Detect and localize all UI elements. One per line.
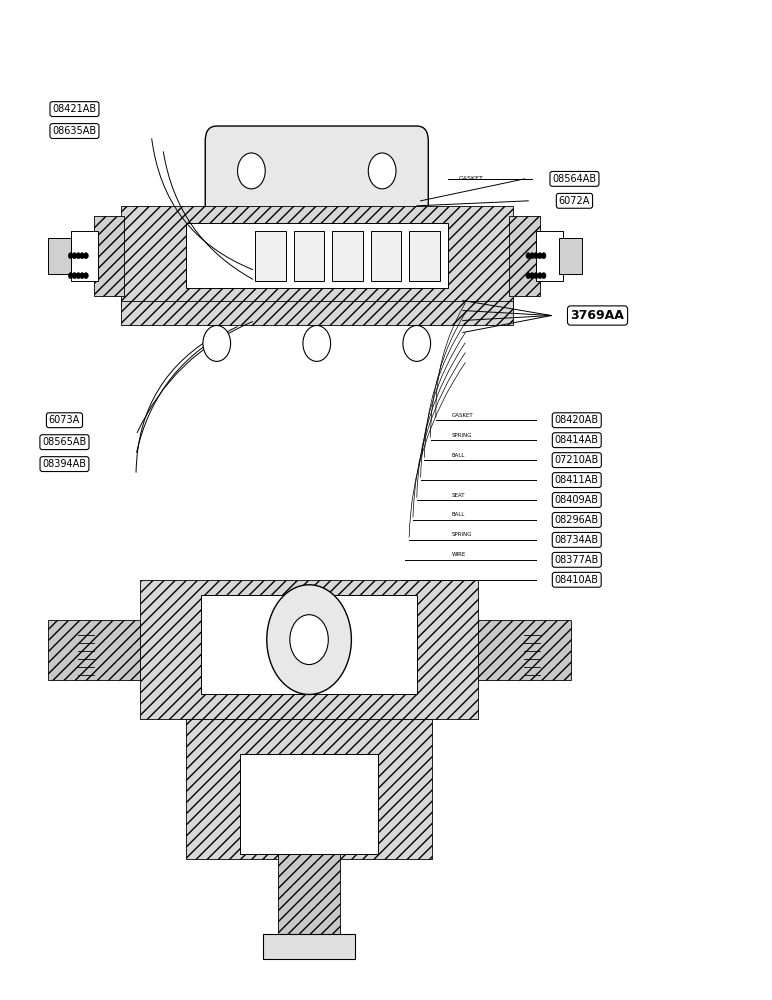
Text: SPRING: SPRING <box>452 532 472 537</box>
Text: 07210AB: 07210AB <box>554 455 599 465</box>
Point <box>73 653 83 665</box>
Point <box>89 669 98 681</box>
Text: BALL: BALL <box>452 453 465 458</box>
Bar <box>332 231 363 281</box>
Point <box>89 629 98 641</box>
Point <box>520 637 529 649</box>
Point <box>535 661 544 673</box>
Point <box>73 637 83 649</box>
Point <box>535 645 544 657</box>
Circle shape <box>541 253 546 259</box>
Circle shape <box>537 253 542 259</box>
Point <box>89 653 98 665</box>
Text: GASKET: GASKET <box>459 176 484 181</box>
Circle shape <box>526 253 530 259</box>
Bar <box>140 580 479 719</box>
Point <box>73 645 83 657</box>
Circle shape <box>68 273 73 279</box>
Point <box>535 653 544 665</box>
Circle shape <box>76 253 80 259</box>
Point <box>89 661 98 673</box>
Text: 08377AB: 08377AB <box>554 555 599 565</box>
Bar <box>536 231 563 281</box>
Text: 08564AB: 08564AB <box>553 174 597 184</box>
Text: 08394AB: 08394AB <box>42 459 86 469</box>
Circle shape <box>530 273 534 279</box>
Circle shape <box>80 253 84 259</box>
Bar <box>263 934 355 959</box>
Text: BALL: BALL <box>452 512 465 517</box>
Bar <box>371 231 401 281</box>
Circle shape <box>537 273 542 279</box>
Circle shape <box>267 585 351 694</box>
Point <box>520 653 529 665</box>
Text: 3769AA: 3769AA <box>571 309 625 322</box>
Circle shape <box>530 253 534 259</box>
Circle shape <box>290 615 328 665</box>
Point <box>535 669 544 681</box>
Circle shape <box>72 273 76 279</box>
Bar <box>70 231 97 281</box>
Bar <box>559 238 582 274</box>
Point <box>535 637 544 649</box>
Point <box>520 669 529 681</box>
Text: 08565AB: 08565AB <box>42 437 86 447</box>
Circle shape <box>76 273 80 279</box>
Circle shape <box>541 273 546 279</box>
Text: 08414AB: 08414AB <box>555 435 599 445</box>
Point <box>520 661 529 673</box>
Point <box>520 645 529 657</box>
Point <box>520 629 529 641</box>
Text: 08421AB: 08421AB <box>52 104 96 114</box>
Bar <box>240 754 378 854</box>
Bar <box>479 620 571 680</box>
Bar <box>186 223 448 288</box>
Circle shape <box>80 273 84 279</box>
Circle shape <box>203 325 231 361</box>
Circle shape <box>368 153 396 189</box>
Bar <box>409 231 440 281</box>
Text: GASKET: GASKET <box>452 413 473 418</box>
Bar <box>120 206 513 306</box>
Text: WIRE: WIRE <box>452 552 466 557</box>
Circle shape <box>83 273 88 279</box>
Text: 08420AB: 08420AB <box>555 415 599 425</box>
Point <box>535 629 544 641</box>
Circle shape <box>533 273 538 279</box>
Text: SPRING: SPRING <box>452 433 472 438</box>
Bar <box>48 238 70 274</box>
Text: 08635AB: 08635AB <box>52 126 96 136</box>
Circle shape <box>403 325 431 361</box>
Bar <box>48 620 140 680</box>
Bar <box>120 301 513 325</box>
Point <box>73 629 83 641</box>
Point <box>89 645 98 657</box>
Text: 08296AB: 08296AB <box>555 515 599 525</box>
Bar <box>509 216 540 296</box>
Point <box>73 661 83 673</box>
Text: 6072A: 6072A <box>559 196 590 206</box>
Circle shape <box>533 253 538 259</box>
Bar <box>279 849 340 939</box>
Circle shape <box>303 325 330 361</box>
Bar <box>201 595 417 694</box>
Bar <box>93 216 124 296</box>
Circle shape <box>526 273 530 279</box>
Text: 08734AB: 08734AB <box>555 535 599 545</box>
Bar <box>293 231 324 281</box>
Point <box>89 637 98 649</box>
Text: 08409AB: 08409AB <box>555 495 599 505</box>
Bar <box>256 231 286 281</box>
FancyBboxPatch shape <box>205 126 428 226</box>
Point <box>73 669 83 681</box>
Text: SEAT: SEAT <box>452 493 465 498</box>
Text: 6073A: 6073A <box>49 415 80 425</box>
Text: 08410AB: 08410AB <box>555 575 599 585</box>
Circle shape <box>83 253 88 259</box>
Circle shape <box>238 153 266 189</box>
Circle shape <box>72 253 76 259</box>
Text: 08411AB: 08411AB <box>555 475 599 485</box>
Circle shape <box>68 253 73 259</box>
Bar <box>186 719 432 859</box>
